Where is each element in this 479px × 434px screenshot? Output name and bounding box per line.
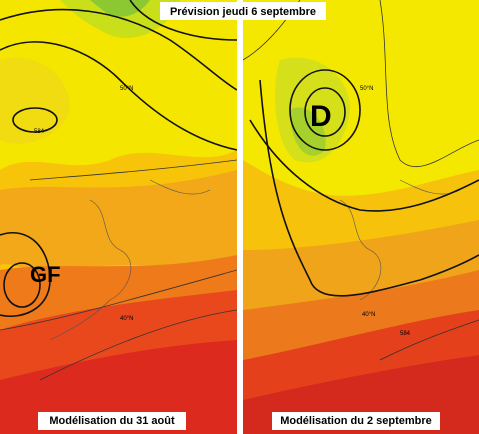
lat-label: 50°N: [360, 86, 373, 92]
caption: Modélisation du 31 août: [49, 415, 175, 427]
system-label: D: [310, 100, 332, 133]
right-map: D 584 50°N 40°N: [243, 0, 479, 434]
caption: Modélisation du 2 septembre: [280, 415, 432, 427]
title-box: [160, 2, 326, 20]
contour-label: 584: [34, 129, 45, 135]
caption-box: [38, 412, 186, 430]
system-label: GF: [30, 262, 61, 287]
lat-label: 50°N: [120, 86, 133, 92]
title: Prévision jeudi 6 septembre: [170, 6, 316, 18]
lat-label: 40°N: [120, 316, 133, 322]
contour-label: 584: [400, 331, 411, 337]
caption-box: [272, 412, 440, 430]
lat-label: 40°N: [362, 312, 375, 318]
left-map: GF 584 50°N 40°N: [0, 0, 237, 434]
